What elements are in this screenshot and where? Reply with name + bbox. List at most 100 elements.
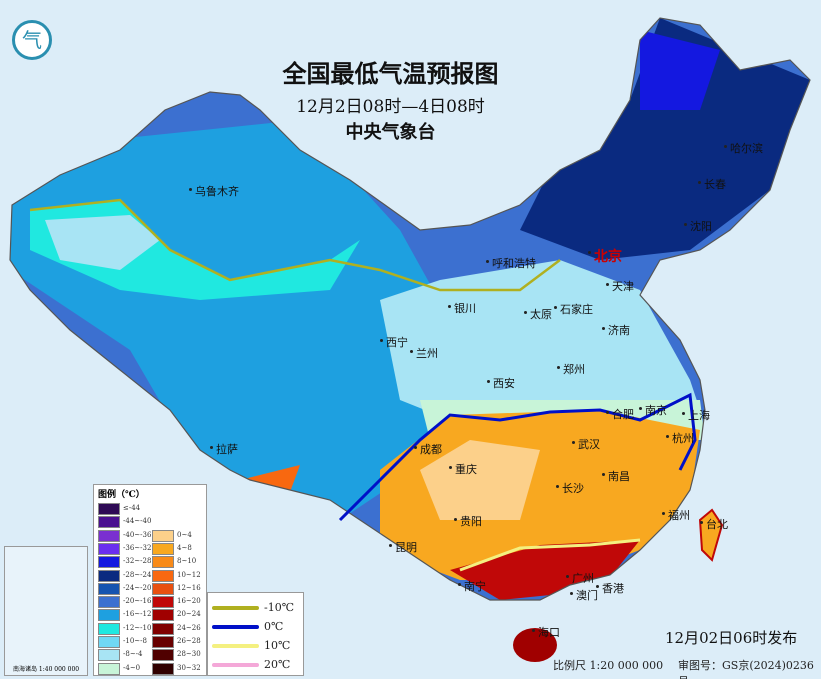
isotherm-label: -10℃ bbox=[264, 601, 295, 614]
city-label-harbin: 哈尔滨 bbox=[724, 142, 763, 155]
legend: 图例（℃） ≤-44 -44~-40 -40~-36 -36~-32 -32~-28 -2… bbox=[93, 484, 207, 676]
city-label-jinan: 济南 bbox=[602, 324, 630, 337]
map-title: 全国最低气温预报图 bbox=[282, 59, 499, 88]
legend-swatch bbox=[98, 556, 120, 569]
legend-label: 28~30 bbox=[177, 650, 201, 659]
legend-label: -4~0 bbox=[123, 663, 141, 672]
city-label-chongqing: 重庆 bbox=[449, 463, 477, 476]
city-label-nanchang: 南昌 bbox=[602, 470, 630, 483]
isotherm-0 bbox=[338, 392, 697, 522]
city-label-zhengzhou: 郑州 bbox=[557, 363, 585, 376]
south-china-sea-inset: 南海诸岛 1:40 000 000 bbox=[4, 546, 88, 676]
isotherm-line-swatch bbox=[212, 663, 259, 667]
city-label-chengdu: 成都 bbox=[414, 443, 442, 456]
legend-swatch bbox=[98, 569, 120, 582]
city-label-xining: 西宁 bbox=[380, 336, 408, 349]
legend-label: 10~12 bbox=[177, 570, 201, 579]
city-label-haikou: 海口 bbox=[532, 626, 560, 639]
legend-swatch bbox=[98, 503, 120, 515]
issuer: 中央气象台 bbox=[345, 122, 436, 143]
legend-swatch bbox=[98, 622, 120, 635]
isotherm-line-swatch bbox=[212, 606, 259, 610]
legend-label: 12~16 bbox=[177, 583, 201, 592]
legend-label: -8~-4 bbox=[123, 650, 143, 659]
cma-logo-icon: 气 bbox=[12, 20, 52, 60]
isotherm-label: 10℃ bbox=[264, 639, 291, 652]
map-scale: 比例尺 1:20 000 000 bbox=[553, 659, 664, 672]
city-label-changchun: 长春 bbox=[698, 178, 726, 191]
legend-swatch bbox=[152, 596, 174, 609]
city-label-kunming: 昆明 bbox=[389, 541, 417, 554]
hainan bbox=[513, 628, 557, 662]
isotherm-10 bbox=[459, 538, 641, 572]
city-label-guangzhou: 广州 bbox=[566, 572, 594, 585]
legend-label: 24~26 bbox=[177, 623, 201, 632]
inset-label: 南海诸岛 1:40 000 000 bbox=[13, 666, 80, 673]
city-label-beijing: 北京 bbox=[588, 246, 622, 266]
legend-swatch bbox=[152, 542, 174, 555]
legend-heading: 图例（℃） bbox=[98, 490, 145, 500]
isotherm-legend: -10℃ 0℃ 10℃ 20℃ bbox=[207, 592, 304, 676]
city-label-lhasa: 拉萨 bbox=[210, 443, 238, 456]
legend-swatch bbox=[98, 662, 120, 675]
china-border bbox=[9, 17, 811, 601]
legend-label: 16~20 bbox=[177, 597, 201, 606]
city-label-yinchuan: 银川 bbox=[448, 302, 476, 315]
legend-swatch bbox=[152, 649, 174, 662]
legend-swatch bbox=[98, 649, 120, 662]
isotherm-label: 0℃ bbox=[264, 620, 284, 633]
legend-label: -10~-8 bbox=[123, 637, 147, 645]
legend-label: -20~-16 bbox=[123, 597, 152, 606]
city-label-tianjin: 天津 bbox=[606, 280, 634, 293]
city-label-shijiazhuang: 石家庄 bbox=[554, 303, 593, 316]
legend-swatch bbox=[98, 516, 120, 529]
legend-swatch bbox=[98, 636, 120, 648]
legend-label: ≤-44 bbox=[123, 504, 141, 512]
legend-label: 20~24 bbox=[177, 610, 201, 619]
legend-label: 4~8 bbox=[177, 543, 192, 552]
city-label-hangzhou: 杭州 bbox=[666, 432, 694, 445]
legend-swatch bbox=[98, 582, 120, 595]
legend-swatch bbox=[152, 609, 174, 622]
legend-swatch bbox=[98, 529, 120, 542]
city-label-taipei: 台北 bbox=[700, 518, 728, 531]
city-label-nanning: 南宁 bbox=[458, 580, 486, 593]
city-label-hongkong: 香港 bbox=[596, 582, 624, 595]
city-label-lanzhou: 兰州 bbox=[410, 347, 438, 360]
isotherm-line-swatch bbox=[212, 644, 259, 648]
legend-swatch bbox=[98, 609, 120, 622]
legend-label: -40~-36 bbox=[123, 530, 152, 539]
legend-label: -44~-40 bbox=[123, 517, 152, 526]
city-label-fuzhou: 福州 bbox=[662, 509, 690, 522]
legend-label: -12~-10 bbox=[123, 623, 152, 632]
city-label-guiyang: 贵阳 bbox=[454, 515, 482, 528]
legend-label: 0~4 bbox=[177, 530, 192, 539]
review-number: 审图号：GS京(2024)0236号 bbox=[678, 659, 814, 679]
legend-label: -16~-12 bbox=[123, 610, 152, 619]
taiwan bbox=[698, 508, 724, 562]
legend-label: 8~10 bbox=[177, 557, 197, 566]
city-label-changsha: 长沙 bbox=[556, 482, 584, 495]
city-label-urumqi: 乌鲁木齐 bbox=[189, 185, 239, 198]
legend-swatch bbox=[152, 636, 174, 648]
city-label-wuhan: 武汉 bbox=[572, 438, 600, 451]
legend-swatch bbox=[152, 569, 174, 582]
city-label-shanghai: 上海 bbox=[682, 409, 710, 422]
city-label-macau: 澳门 bbox=[570, 589, 598, 602]
city-label-hefei: 合肥 bbox=[606, 408, 634, 421]
legend-swatch bbox=[152, 582, 174, 595]
issue-time: 12月02日06时发布 bbox=[665, 629, 798, 647]
legend-swatch bbox=[152, 529, 174, 542]
isotherm-line-swatch bbox=[212, 625, 259, 629]
city-label-xian: 西安 bbox=[487, 377, 515, 390]
city-label-taiyuan: 太原 bbox=[524, 308, 552, 321]
legend-swatch bbox=[152, 622, 174, 635]
legend-label: 26~28 bbox=[177, 637, 201, 645]
legend-swatch bbox=[152, 662, 174, 675]
legend-label: 30~32 bbox=[177, 663, 201, 672]
city-label-hohhot: 呼和浩特 bbox=[486, 257, 536, 270]
legend-label: -28~-24 bbox=[123, 570, 152, 579]
legend-label: -32~-28 bbox=[123, 557, 152, 566]
